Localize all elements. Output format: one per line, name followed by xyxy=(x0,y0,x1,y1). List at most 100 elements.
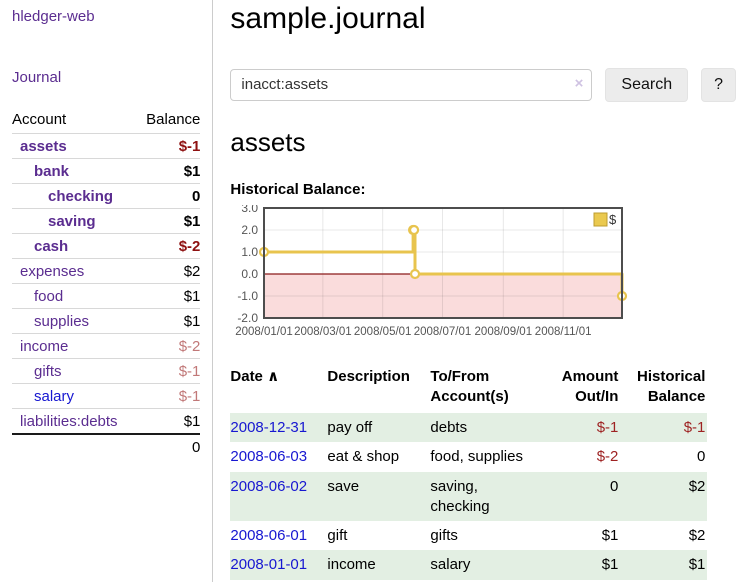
app-title-link[interactable]: hledger-web xyxy=(12,8,95,25)
account-row-salary: salary $-1 xyxy=(12,383,201,408)
account-balance: $-1 xyxy=(178,138,201,155)
register-row: 2008-12-31 pay off debts $-1 $-1 xyxy=(230,413,708,443)
accounts-table-header: Account Balance xyxy=(12,108,200,133)
account-link-gifts[interactable]: gifts xyxy=(34,363,62,380)
help-button[interactable]: ? xyxy=(701,67,736,102)
transaction-description: pay off xyxy=(327,419,373,436)
account-link-saving[interactable]: saving xyxy=(48,213,96,230)
account-link-bank[interactable]: bank xyxy=(34,163,70,180)
account-balance: $1 xyxy=(183,213,201,230)
account-link-checking[interactable]: checking xyxy=(48,188,114,205)
transaction-balance: $2 xyxy=(688,477,706,495)
transaction-balance: $1 xyxy=(688,556,706,574)
column-header-date[interactable]: Date ∧ xyxy=(230,367,280,385)
transaction-amount: 0 xyxy=(610,477,619,495)
account-link-cash[interactable]: cash xyxy=(34,238,69,255)
account-link-liabilities-debts[interactable]: liabilities:debts xyxy=(20,413,118,430)
svg-text:2008/03/01: 2008/03/01 xyxy=(294,326,352,338)
transaction-date-link[interactable]: 2008-01-01 xyxy=(230,556,308,574)
register-row: 2008-01-01 income salary $1 $1 xyxy=(230,550,708,580)
account-row-gifts: gifts $-1 xyxy=(12,358,201,383)
transaction-date-link[interactable]: 2008-06-01 xyxy=(230,527,308,544)
column-header-tofrom: To/From Account(s) xyxy=(430,367,509,405)
transaction-date-link[interactable]: 2008-06-03 xyxy=(230,448,308,466)
transaction-accounts: debts xyxy=(430,419,468,436)
account-link-expenses[interactable]: expenses xyxy=(20,263,85,280)
account-row-cash: cash $-2 xyxy=(12,233,201,258)
svg-text:2008/11/01: 2008/11/01 xyxy=(535,326,592,338)
sidebar-item-journal[interactable]: Journal xyxy=(12,69,62,86)
account-link-assets[interactable]: assets xyxy=(20,138,67,155)
account-row-assets: assets $-1 xyxy=(12,133,201,158)
account-balance: $-1 xyxy=(178,363,201,380)
transaction-date-link[interactable]: 2008-12-31 xyxy=(230,419,308,436)
transaction-balance: 0 xyxy=(697,448,706,466)
search-input[interactable] xyxy=(230,68,593,101)
account-balance: $1 xyxy=(183,288,201,305)
balance-column-header: Balance xyxy=(146,111,201,128)
transaction-amount: $1 xyxy=(601,556,619,574)
account-balance: $1 xyxy=(183,313,201,330)
column-header-amount: Amount Out/In xyxy=(561,367,619,405)
transaction-accounts: saving, checking xyxy=(430,477,490,515)
accounts-total: 0 xyxy=(12,433,201,460)
transaction-description: gift xyxy=(327,527,348,544)
svg-text:1.0: 1.0 xyxy=(242,245,259,259)
account-row-bank: bank $1 xyxy=(12,158,201,183)
svg-text:2008/07/01: 2008/07/01 xyxy=(414,326,472,338)
register-table: Date ∧ Description To/From Account(s) Am… xyxy=(230,365,708,580)
svg-text:2008/01/01: 2008/01/01 xyxy=(236,326,294,338)
balance-chart: 3.0 2.0 1.0 0.0 -1.0 -2.0 2008/01/01 2008/03/01… xyxy=(230,201,736,349)
account-balance: $1 xyxy=(183,413,201,430)
account-row-food: food $1 xyxy=(12,283,201,308)
svg-text:0.0: 0.0 xyxy=(242,267,259,281)
account-balance: $-2 xyxy=(178,238,201,255)
search-button[interactable]: Search xyxy=(605,67,689,102)
svg-text:$: $ xyxy=(609,212,617,227)
account-row-supplies: supplies $1 xyxy=(12,308,201,333)
transaction-accounts: gifts xyxy=(430,527,458,544)
account-link-supplies[interactable]: supplies xyxy=(34,313,90,330)
account-balance: $2 xyxy=(183,263,201,280)
transaction-accounts: food, supplies xyxy=(430,448,523,466)
transaction-accounts: salary xyxy=(430,556,471,574)
register-header-row: Date ∧ Description To/From Account(s) Am… xyxy=(230,365,707,414)
transaction-description: income xyxy=(327,556,376,574)
transaction-balance: $-1 xyxy=(683,419,706,436)
transaction-amount: $-1 xyxy=(596,419,619,436)
account-row-liabilities-debts: liabilities:debts $1 xyxy=(12,408,201,433)
register-row: 2008-06-03 eat & shop food, supplies $-2… xyxy=(230,442,707,471)
main-content: sample.journal × Search ? assets Histori… xyxy=(213,0,742,582)
account-link-food[interactable]: food xyxy=(34,288,64,305)
svg-text:2.0: 2.0 xyxy=(242,223,259,237)
transaction-balance: $2 xyxy=(688,527,706,544)
sort-ascending-icon: ∧ xyxy=(267,367,280,385)
register-row: 2008-06-01 gift gifts $1 $2 xyxy=(230,521,707,550)
svg-text:2008/05/01: 2008/05/01 xyxy=(354,326,412,338)
account-balance: $-1 xyxy=(178,388,201,405)
transaction-amount: $1 xyxy=(601,527,619,544)
sidebar: hledger-web Journal Account Balance asse… xyxy=(0,0,214,582)
clear-search-icon[interactable]: × xyxy=(574,74,584,92)
account-row-checking: checking 0 xyxy=(12,183,201,208)
search-box: × xyxy=(230,68,593,101)
account-link-income[interactable]: income xyxy=(20,338,69,355)
accounts-table: Account Balance assets $-1 bank $1 check… xyxy=(12,108,201,460)
transaction-description: eat & shop xyxy=(327,448,400,466)
account-column-header: Account xyxy=(12,111,67,128)
svg-text:-1.0: -1.0 xyxy=(238,289,259,303)
transaction-amount: $-2 xyxy=(596,448,619,466)
chart-title: Historical Balance: xyxy=(230,180,366,198)
register-account-heading: assets xyxy=(230,126,306,157)
account-row-expenses: expenses $2 xyxy=(12,258,201,283)
svg-text:3.0: 3.0 xyxy=(242,205,259,215)
account-balance: $-2 xyxy=(178,338,201,355)
account-row-saving: saving $1 xyxy=(12,208,201,233)
transaction-date-link[interactable]: 2008-06-02 xyxy=(230,477,308,495)
column-header-balance: Historical Balance xyxy=(637,367,706,405)
account-link-salary[interactable]: salary xyxy=(34,388,75,405)
register-row: 2008-06-02 save saving, checking 0 $2 xyxy=(230,471,708,521)
svg-text:2008/09/01: 2008/09/01 xyxy=(475,326,533,338)
